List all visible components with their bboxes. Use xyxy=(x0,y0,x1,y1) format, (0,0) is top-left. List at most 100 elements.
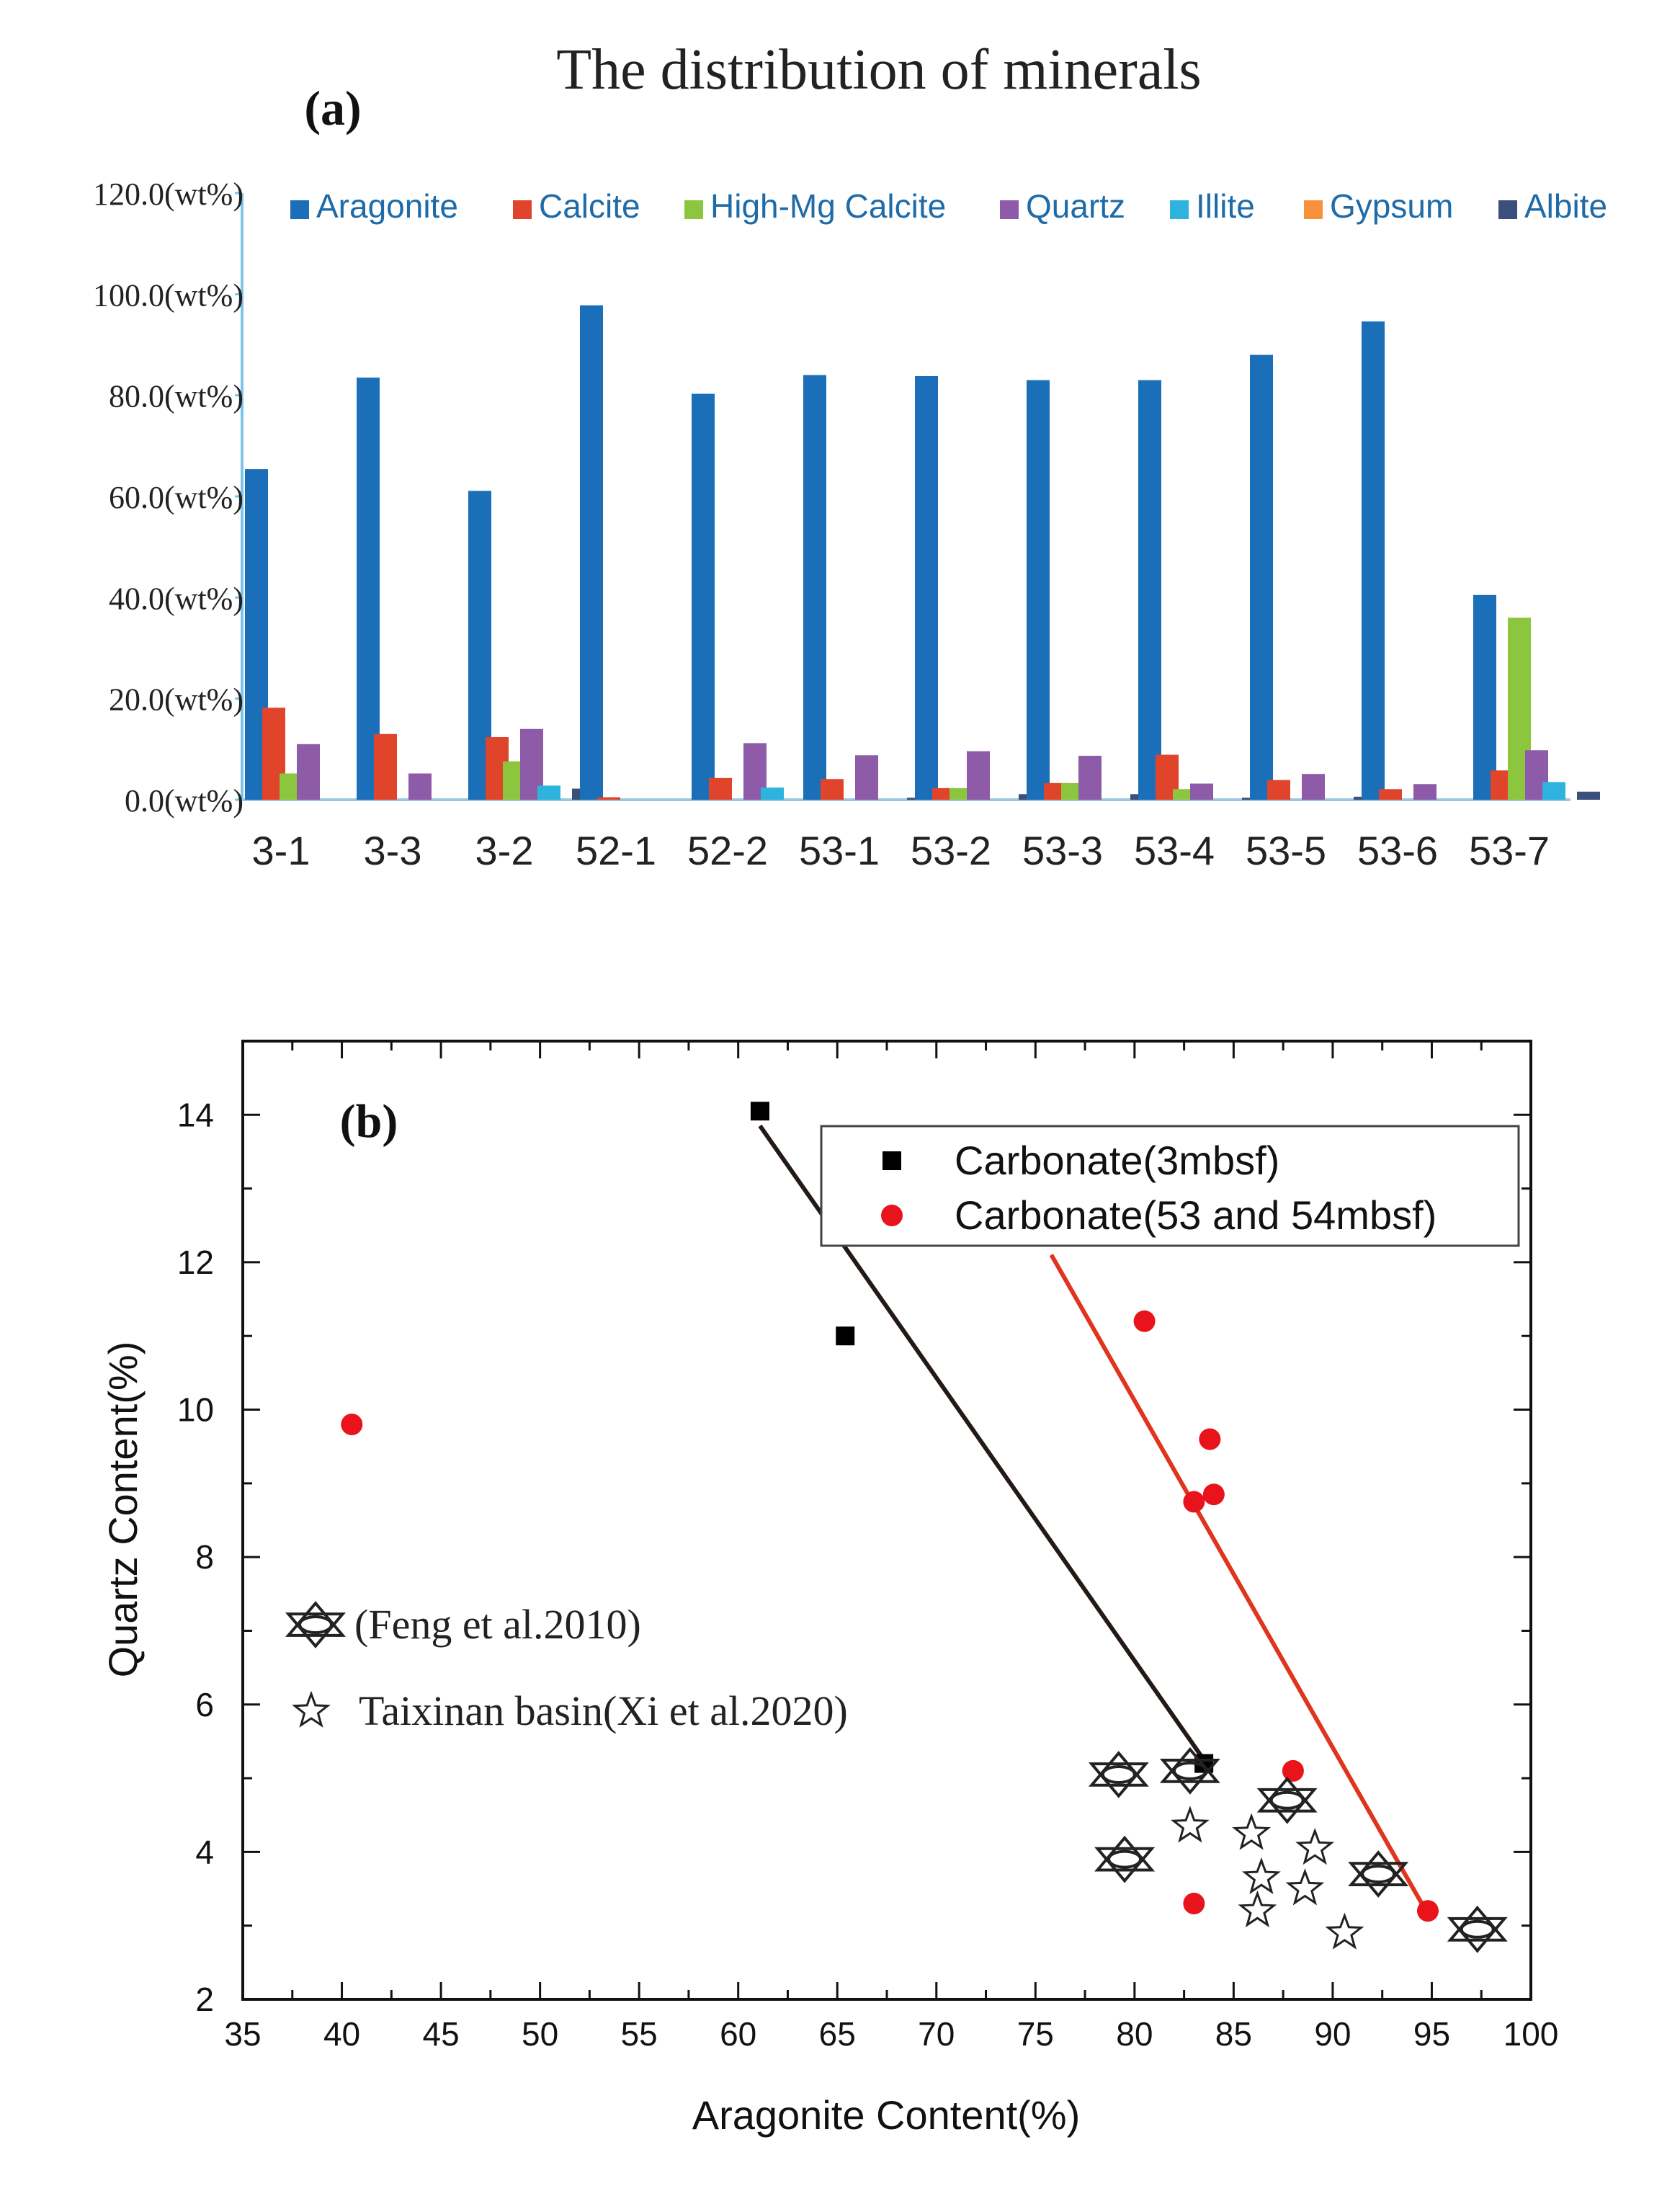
bar-calcite-3-3 xyxy=(374,733,397,800)
bar-aragonite-53-7 xyxy=(1473,594,1496,800)
point-feng-et-al-2010 xyxy=(1348,1850,1409,1898)
trendline-53-and-54mbsf-trend xyxy=(1049,1254,1426,1909)
plot-b-y-tick-label: 4 xyxy=(195,1833,214,1870)
point-carbonate-53-and-54mbsf xyxy=(1282,1759,1304,1782)
legend-marker-carbonate-3mbsf xyxy=(883,1151,901,1170)
point-feng-et-al-2010-ring xyxy=(1101,1764,1136,1784)
point-carbonate-53-and-54mbsf xyxy=(1183,1491,1205,1513)
legend-label-quartz: Quartz xyxy=(1026,187,1125,225)
legend-label-illite: Illite xyxy=(1196,187,1255,225)
legend-swatch-gypsum xyxy=(1304,200,1323,219)
plot-b-legend-box xyxy=(820,1125,1520,1247)
bar-illite-53-7 xyxy=(1542,782,1565,800)
legend-label-taixinan-basin: Taixinan basin(Xi et al.2020) xyxy=(359,1687,848,1734)
chart-a-x-tick-label: 53-3 xyxy=(1022,828,1103,873)
chart-a-y-tick-label: 20.0(wt%) xyxy=(109,682,243,718)
point-feng-et-al-2010-triangle xyxy=(1447,1905,1508,1942)
point-carbonate-53-and-54mbsf xyxy=(341,1414,363,1435)
point-taixinan-basin-xi-et-al-2020 xyxy=(1238,1890,1277,1928)
bar-illite-52-2 xyxy=(761,787,784,800)
plot-b-x-axis-label: Aragonite Content(%) xyxy=(692,2092,1081,2138)
chart-a-x-tick-label: 3-2 xyxy=(475,828,534,873)
bar-aragonite-53-3 xyxy=(1027,380,1050,800)
legend-marker-feng-2010-triangle xyxy=(285,1601,347,1637)
point-feng-et-al-2010 xyxy=(1447,1905,1508,1953)
bar-calcite-53-1 xyxy=(821,779,844,800)
bar-calcite-52-2 xyxy=(709,777,732,800)
point-carbonate-53-and-54mbsf xyxy=(1199,1428,1221,1450)
point-feng-et-al-2010-ring xyxy=(1172,1761,1207,1780)
chart-a-y-tick-label: 100.0(wt%) xyxy=(93,277,243,313)
point-feng-et-al-2010-triangle xyxy=(1256,1788,1318,1824)
bar-aragonite-53-2 xyxy=(915,376,938,800)
point-feng-et-al-2010-triangle xyxy=(1094,1847,1156,1883)
chart-a-x-tick-label: 53-2 xyxy=(911,828,991,873)
legend-label-aragonite: Aragonite xyxy=(316,187,458,225)
point-feng-et-al-2010-ring xyxy=(1269,1790,1305,1810)
bar-quartz-53-4 xyxy=(1190,783,1213,800)
chart-a-x-tick-label: 53-1 xyxy=(799,828,880,873)
bar-aragonite-53-4 xyxy=(1138,380,1161,800)
legend-swatch-illite xyxy=(1170,200,1189,219)
point-feng-et-al-2010 xyxy=(1256,1776,1318,1824)
bar-calcite-53-6 xyxy=(1379,789,1402,800)
bar-aragonite-53-5 xyxy=(1250,354,1273,800)
chart-a-x-tick-label: 3-3 xyxy=(364,828,422,873)
bar-quartz-53-6 xyxy=(1413,784,1437,800)
legend-label-albite: Albite xyxy=(1524,187,1607,225)
bar-aragonite-52-2 xyxy=(692,393,715,800)
plot-b-y-tick-label: 14 xyxy=(177,1096,214,1133)
plot-b-axes: 35 40 45 50 55 60 65 70 75 80 85 90 95 100 2 4 6 8 10 12 14 xyxy=(177,1040,1558,2053)
point-taixinan-basin-xi-et-al-2020 xyxy=(1285,1868,1325,1906)
bar-albite-53-7 xyxy=(1577,791,1600,800)
bar-quartz-53-5 xyxy=(1302,774,1325,800)
plot-b-x-tick-label: 35 xyxy=(224,2015,261,2053)
chart-a-y-tick-label: 60.0(wt%) xyxy=(109,480,243,515)
bar-illite-3-2 xyxy=(537,785,560,800)
plot-b-x-tick-label: 80 xyxy=(1116,2015,1153,2053)
chart-a-y-tick-label: 80.0(wt%) xyxy=(109,379,243,414)
point-feng-et-al-2010-triangle xyxy=(1088,1751,1149,1787)
bar-quartz-53-1 xyxy=(855,755,878,800)
point-carbonate-53-and-54mbsf xyxy=(1416,1900,1439,1922)
plot-b-points xyxy=(341,1102,1508,1953)
legend-label-carbonate-53-54mbsf: Carbonate(53 and 54mbsf) xyxy=(955,1192,1437,1238)
legend-swatch-quartz xyxy=(1000,200,1019,219)
plot-b-y-tick-label: 6 xyxy=(195,1686,214,1723)
point-feng-et-al-2010-triangle xyxy=(1447,1916,1508,1953)
legend-marker-feng-2010-ring xyxy=(298,1615,333,1634)
point-feng-et-al-2010-ring xyxy=(1460,1919,1495,1939)
plot-b-y-tick-label: 12 xyxy=(177,1244,214,1281)
plot-b-x-tick-label: 60 xyxy=(720,2015,756,2053)
chart-a-y-tick-label: 40.0(wt%) xyxy=(109,581,243,616)
plot-b-x-tick-label: 55 xyxy=(621,2015,658,2053)
bar-calcite-52-1 xyxy=(597,797,620,800)
chart-a-bars xyxy=(245,305,1600,800)
panel-b-label: (b) xyxy=(340,1095,398,1148)
plot-b-y-axis-label: Quartz Content(%) xyxy=(100,1342,146,1678)
point-feng-et-al-2010-triangle xyxy=(1088,1762,1149,1798)
bar-quartz-53-3 xyxy=(1078,755,1102,800)
bar-calcite-53-5 xyxy=(1267,780,1290,800)
plot-b-x-tick-label: 45 xyxy=(422,2015,459,2053)
chart-a-x-tick-label: 52-1 xyxy=(576,828,656,873)
plot-b-x-tick-label: 70 xyxy=(918,2015,955,2053)
point-taixinan-basin-xi-et-al-2020 xyxy=(1241,1857,1281,1895)
legend-swatch-high-mg-calcite xyxy=(684,200,703,219)
point-taixinan-basin-xi-et-al-2020 xyxy=(1295,1827,1335,1865)
chart-a-x-tick-label: 3-1 xyxy=(252,828,310,873)
point-taixinan-basin-xi-et-al-2020 xyxy=(1232,1813,1272,1850)
bar-aragonite-52-1 xyxy=(580,305,603,800)
plot-b-x-tick-label: 40 xyxy=(323,2015,360,2053)
plot-b-y-tick-label: 8 xyxy=(195,1538,214,1576)
point-taixinan-basin-xi-et-al-2020 xyxy=(1170,1806,1210,1843)
legend-marker-feng-2010-triangle xyxy=(285,1612,347,1648)
point-feng-et-al-2010-triangle xyxy=(1348,1862,1409,1898)
bar-quartz-53-2 xyxy=(967,751,990,800)
bar-aragonite-53-1 xyxy=(803,375,826,800)
point-carbonate-3mbsf xyxy=(750,1102,769,1121)
point-carbonate-53-and-54mbsf xyxy=(1202,1483,1225,1506)
plot-b-legend: Carbonate(3mbsf) Carbonate(53 and 54mbsf)… xyxy=(285,1125,1520,1734)
legend-swatch-albite xyxy=(1498,200,1517,219)
